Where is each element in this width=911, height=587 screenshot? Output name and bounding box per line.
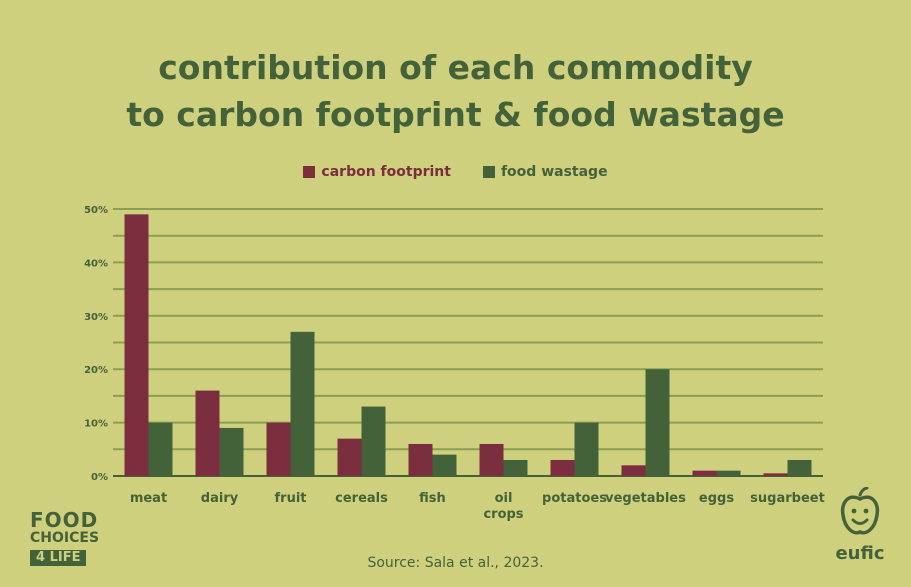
- bar-carbon-footprint: [124, 214, 149, 476]
- bar-carbon-footprint: [550, 459, 575, 476]
- x-tick-label: dairy: [201, 491, 239, 506]
- logo-right-word: eufic: [835, 543, 885, 564]
- bar-carbon-footprint: [266, 422, 291, 476]
- title-line-2: to carbon footprint & food wastage: [126, 95, 785, 134]
- bar-carbon-footprint: [337, 438, 362, 476]
- logo-left-line2: CHOICES: [30, 530, 100, 546]
- x-tick-label: potatoes: [542, 491, 607, 506]
- food-choices-4-life-logo: FOOD CHOICES 4 LIFE: [30, 510, 110, 566]
- x-tick-label: oil crops: [483, 491, 523, 522]
- x-tick-label: eggs: [699, 491, 734, 506]
- legend-item-wastage: food wastage: [482, 164, 608, 180]
- y-tick-label: 0%: [91, 472, 108, 483]
- logo-left-line1: FOOD: [30, 508, 99, 532]
- bar-food-wastage: [148, 422, 173, 476]
- source-note: Source: Sala et al., 2023.: [367, 555, 544, 571]
- chart-legend: carbon footprint food wastage: [0, 164, 911, 180]
- x-tick-label: vegetables: [605, 491, 686, 506]
- bar-carbon-footprint: [479, 443, 504, 476]
- x-tick-label: sugarbeet: [750, 491, 825, 506]
- bar-food-wastage: [787, 459, 812, 476]
- logo-left-line3: 4 LIFE: [30, 550, 87, 566]
- bar-food-wastage: [503, 459, 528, 476]
- x-tick-label: fish: [419, 491, 446, 506]
- legend-swatch-wastage: [482, 166, 495, 178]
- y-tick-label: 10%: [84, 419, 108, 430]
- bar-food-wastage: [219, 427, 244, 476]
- bar-carbon-footprint: [763, 473, 788, 476]
- chart-title: contribution of each commodity to carbon…: [0, 44, 911, 138]
- bar-food-wastage: [290, 331, 315, 476]
- x-tick-label: fruit: [275, 491, 307, 506]
- legend-item-carbon: carbon footprint: [303, 164, 451, 180]
- bar-food-wastage: [645, 369, 670, 476]
- bar-carbon-footprint: [621, 465, 646, 476]
- y-tick-label: 20%: [84, 365, 108, 376]
- legend-label-wastage: food wastage: [500, 164, 608, 180]
- bar-food-wastage: [574, 422, 599, 476]
- legend-swatch-carbon: [303, 166, 316, 178]
- eufic-logo: eufic: [830, 486, 890, 564]
- title-line-1: contribution of each commodity: [158, 48, 753, 87]
- x-tick-label: meat: [130, 491, 167, 506]
- y-tick-label: 40%: [84, 258, 108, 269]
- bar-food-wastage: [361, 406, 386, 476]
- y-tick-label: 30%: [84, 312, 108, 323]
- bar-carbon-footprint: [195, 390, 220, 476]
- bar-carbon-footprint: [408, 443, 433, 476]
- apple-face-icon: [840, 486, 880, 535]
- y-tick-label: 50%: [84, 205, 108, 216]
- bar-food-wastage: [432, 454, 457, 476]
- x-tick-label: cereals: [335, 491, 388, 506]
- bar-food-wastage: [716, 470, 741, 476]
- bar-carbon-footprint: [692, 470, 717, 476]
- legend-label-carbon: carbon footprint: [321, 164, 451, 180]
